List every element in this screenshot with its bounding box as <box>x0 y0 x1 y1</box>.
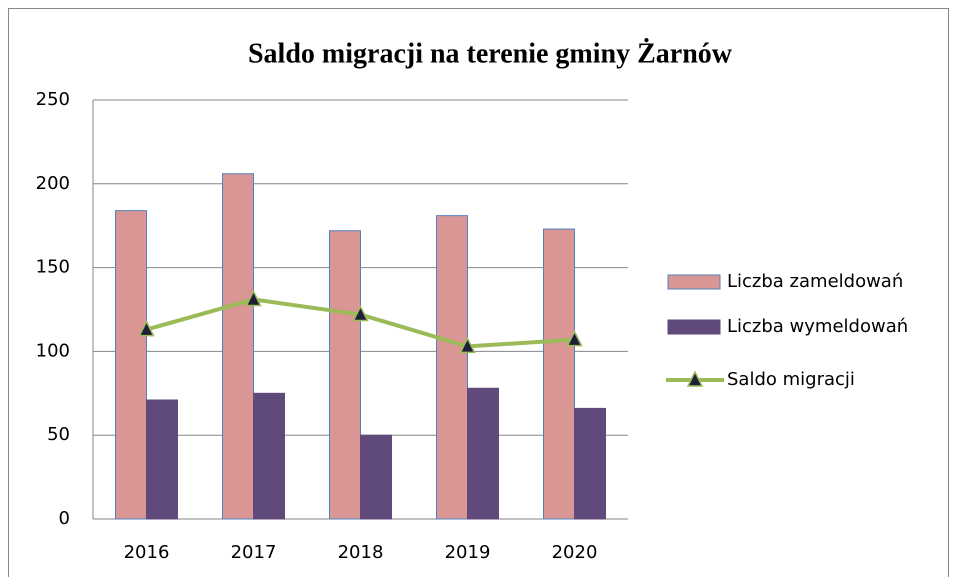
y-tick-label: 50 <box>47 424 70 445</box>
bar <box>467 387 499 520</box>
line-marker <box>566 329 583 347</box>
x-tick-label: 2018 <box>338 542 384 563</box>
bar <box>360 434 392 520</box>
bar <box>436 215 468 520</box>
legend-marker <box>686 370 704 387</box>
bar <box>253 392 285 520</box>
x-tick-label: 2016 <box>124 542 170 563</box>
y-tick-label: 150 <box>36 257 70 278</box>
bar <box>574 407 606 520</box>
bar <box>329 230 361 520</box>
y-tick-label: 200 <box>36 173 70 194</box>
y-tick-label: 100 <box>36 340 70 361</box>
bar <box>222 173 254 520</box>
legend-swatch <box>667 319 721 335</box>
x-tick-label: 2019 <box>445 542 491 563</box>
legend-label: Liczba wymeldowań <box>727 316 908 337</box>
y-tick-label: 250 <box>36 89 70 110</box>
line-marker <box>459 336 476 354</box>
line-marker <box>138 319 155 337</box>
bar <box>115 210 147 520</box>
line-marker <box>245 289 262 307</box>
legend-swatch <box>667 274 721 290</box>
bar <box>146 399 178 520</box>
x-tick-label: 2020 <box>552 542 598 563</box>
chart-title: Saldo migracji na terenie gminy Żarnów <box>248 38 733 69</box>
legend-label: Saldo migracji <box>727 369 855 390</box>
y-tick-label: 0 <box>59 508 70 529</box>
legend-label: Liczba zameldowań <box>727 271 903 292</box>
bar <box>543 228 575 520</box>
line-marker <box>352 304 369 322</box>
x-tick-label: 2017 <box>231 542 277 563</box>
